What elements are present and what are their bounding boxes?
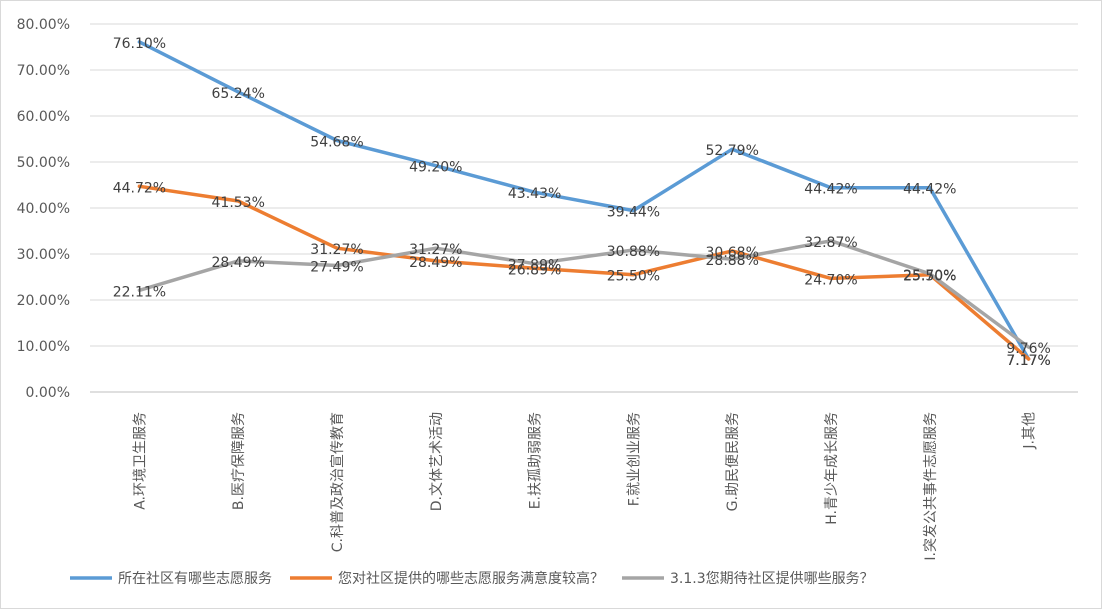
data-label: 30.88% [607, 244, 660, 260]
series-lines [137, 40, 1031, 361]
legend-entry: 您对社区提供的哪些志愿服务满意度较高？ [338, 570, 604, 587]
legend-entry: 所在社区有哪些志愿服务 [118, 571, 272, 587]
data-label: 9.76% [1006, 341, 1050, 357]
x-axis-category-labels: A.环境卫生服务 B.医疗保障服务 C.科普及政治宣传教育 D.文体艺术活动 E.扶孤助… [132, 412, 1037, 561]
x-category-label: D.文体艺术活动 [429, 412, 445, 511]
series-line-3 [137, 239, 1031, 349]
x-category-label: H.青少年成长服务 [824, 412, 840, 525]
y-tick-label: 0.00% [26, 385, 70, 401]
data-label: 54.68% [310, 134, 363, 150]
data-label: 27.49% [310, 260, 363, 276]
data-label: 24.70% [804, 272, 857, 288]
data-label: 22.11% [113, 284, 166, 300]
data-label: 25.70% [903, 268, 956, 284]
data-label: 28.49% [212, 255, 265, 271]
y-tick-label: 40.00% [17, 201, 70, 217]
data-label: 44.72% [113, 180, 166, 196]
y-tick-label: 30.00% [17, 247, 70, 263]
data-label: 65.24% [212, 86, 265, 102]
y-tick-label: 80.00% [17, 17, 70, 33]
y-tick-label: 70.00% [17, 63, 70, 79]
data-label: 52.79% [706, 143, 759, 159]
x-category-label: B.医疗保障服务 [231, 412, 247, 510]
y-tick-label: 60.00% [17, 109, 70, 125]
y-tick-label: 50.00% [17, 155, 70, 171]
x-category-label: C.科普及政治宣传教育 [330, 412, 346, 552]
y-tick-label: 10.00% [17, 339, 70, 355]
x-category-label: I.突发公共事件志愿服务 [923, 412, 939, 561]
data-label: 7.17% [1006, 353, 1050, 369]
y-axis-tick-labels: 0.00% 10.00% 20.00% 30.00% 40.00% 50.00% 60.00… [17, 17, 70, 401]
data-label: 41.53% [212, 195, 265, 211]
data-label: 7.17% [1006, 353, 1050, 369]
data-label: 31.27% [310, 242, 363, 258]
y-tick-label: 20.00% [17, 293, 70, 309]
legend: 所在社区有哪些志愿服务 您对社区提供的哪些志愿服务满意度较高？ 3.1.3您期待社区… [70, 570, 874, 587]
series-line-1 [137, 40, 1031, 361]
x-category-label: G.助民便民服务 [725, 412, 741, 511]
data-label: 26.89% [508, 262, 561, 278]
data-label: 28.88% [706, 253, 759, 269]
data-label: 32.87% [804, 235, 857, 251]
data-label: 25.50% [903, 269, 956, 285]
legend-entry: 3.1.3您期待社区提供哪些服务？ [670, 570, 874, 587]
x-category-label: E.扶孤助弱服务 [528, 412, 544, 509]
data-label: 44.42% [804, 182, 857, 198]
gridlines [90, 23, 1078, 393]
series-line-2 [137, 184, 1031, 361]
data-label: 30.68% [706, 245, 759, 261]
data-label: 76.10% [113, 36, 166, 52]
data-label: 49.20% [409, 160, 462, 176]
data-label: 44.42% [903, 182, 956, 198]
x-category-label: A.环境卫生服务 [132, 412, 148, 510]
x-category-label: J.其他 [1022, 412, 1038, 450]
data-label: 28.49% [409, 255, 462, 271]
data-label: 39.44% [607, 205, 660, 221]
data-label: 31.27% [409, 242, 462, 258]
data-labels: 76.10% 65.24% 54.68% 49.20% 43.43% 39.44% 52.7… [113, 36, 1051, 369]
data-label: 43.43% [508, 186, 561, 202]
data-label: 27.89% [508, 258, 561, 274]
x-category-label: F.就业创业服务 [626, 412, 642, 506]
data-label: 25.50% [607, 269, 660, 285]
